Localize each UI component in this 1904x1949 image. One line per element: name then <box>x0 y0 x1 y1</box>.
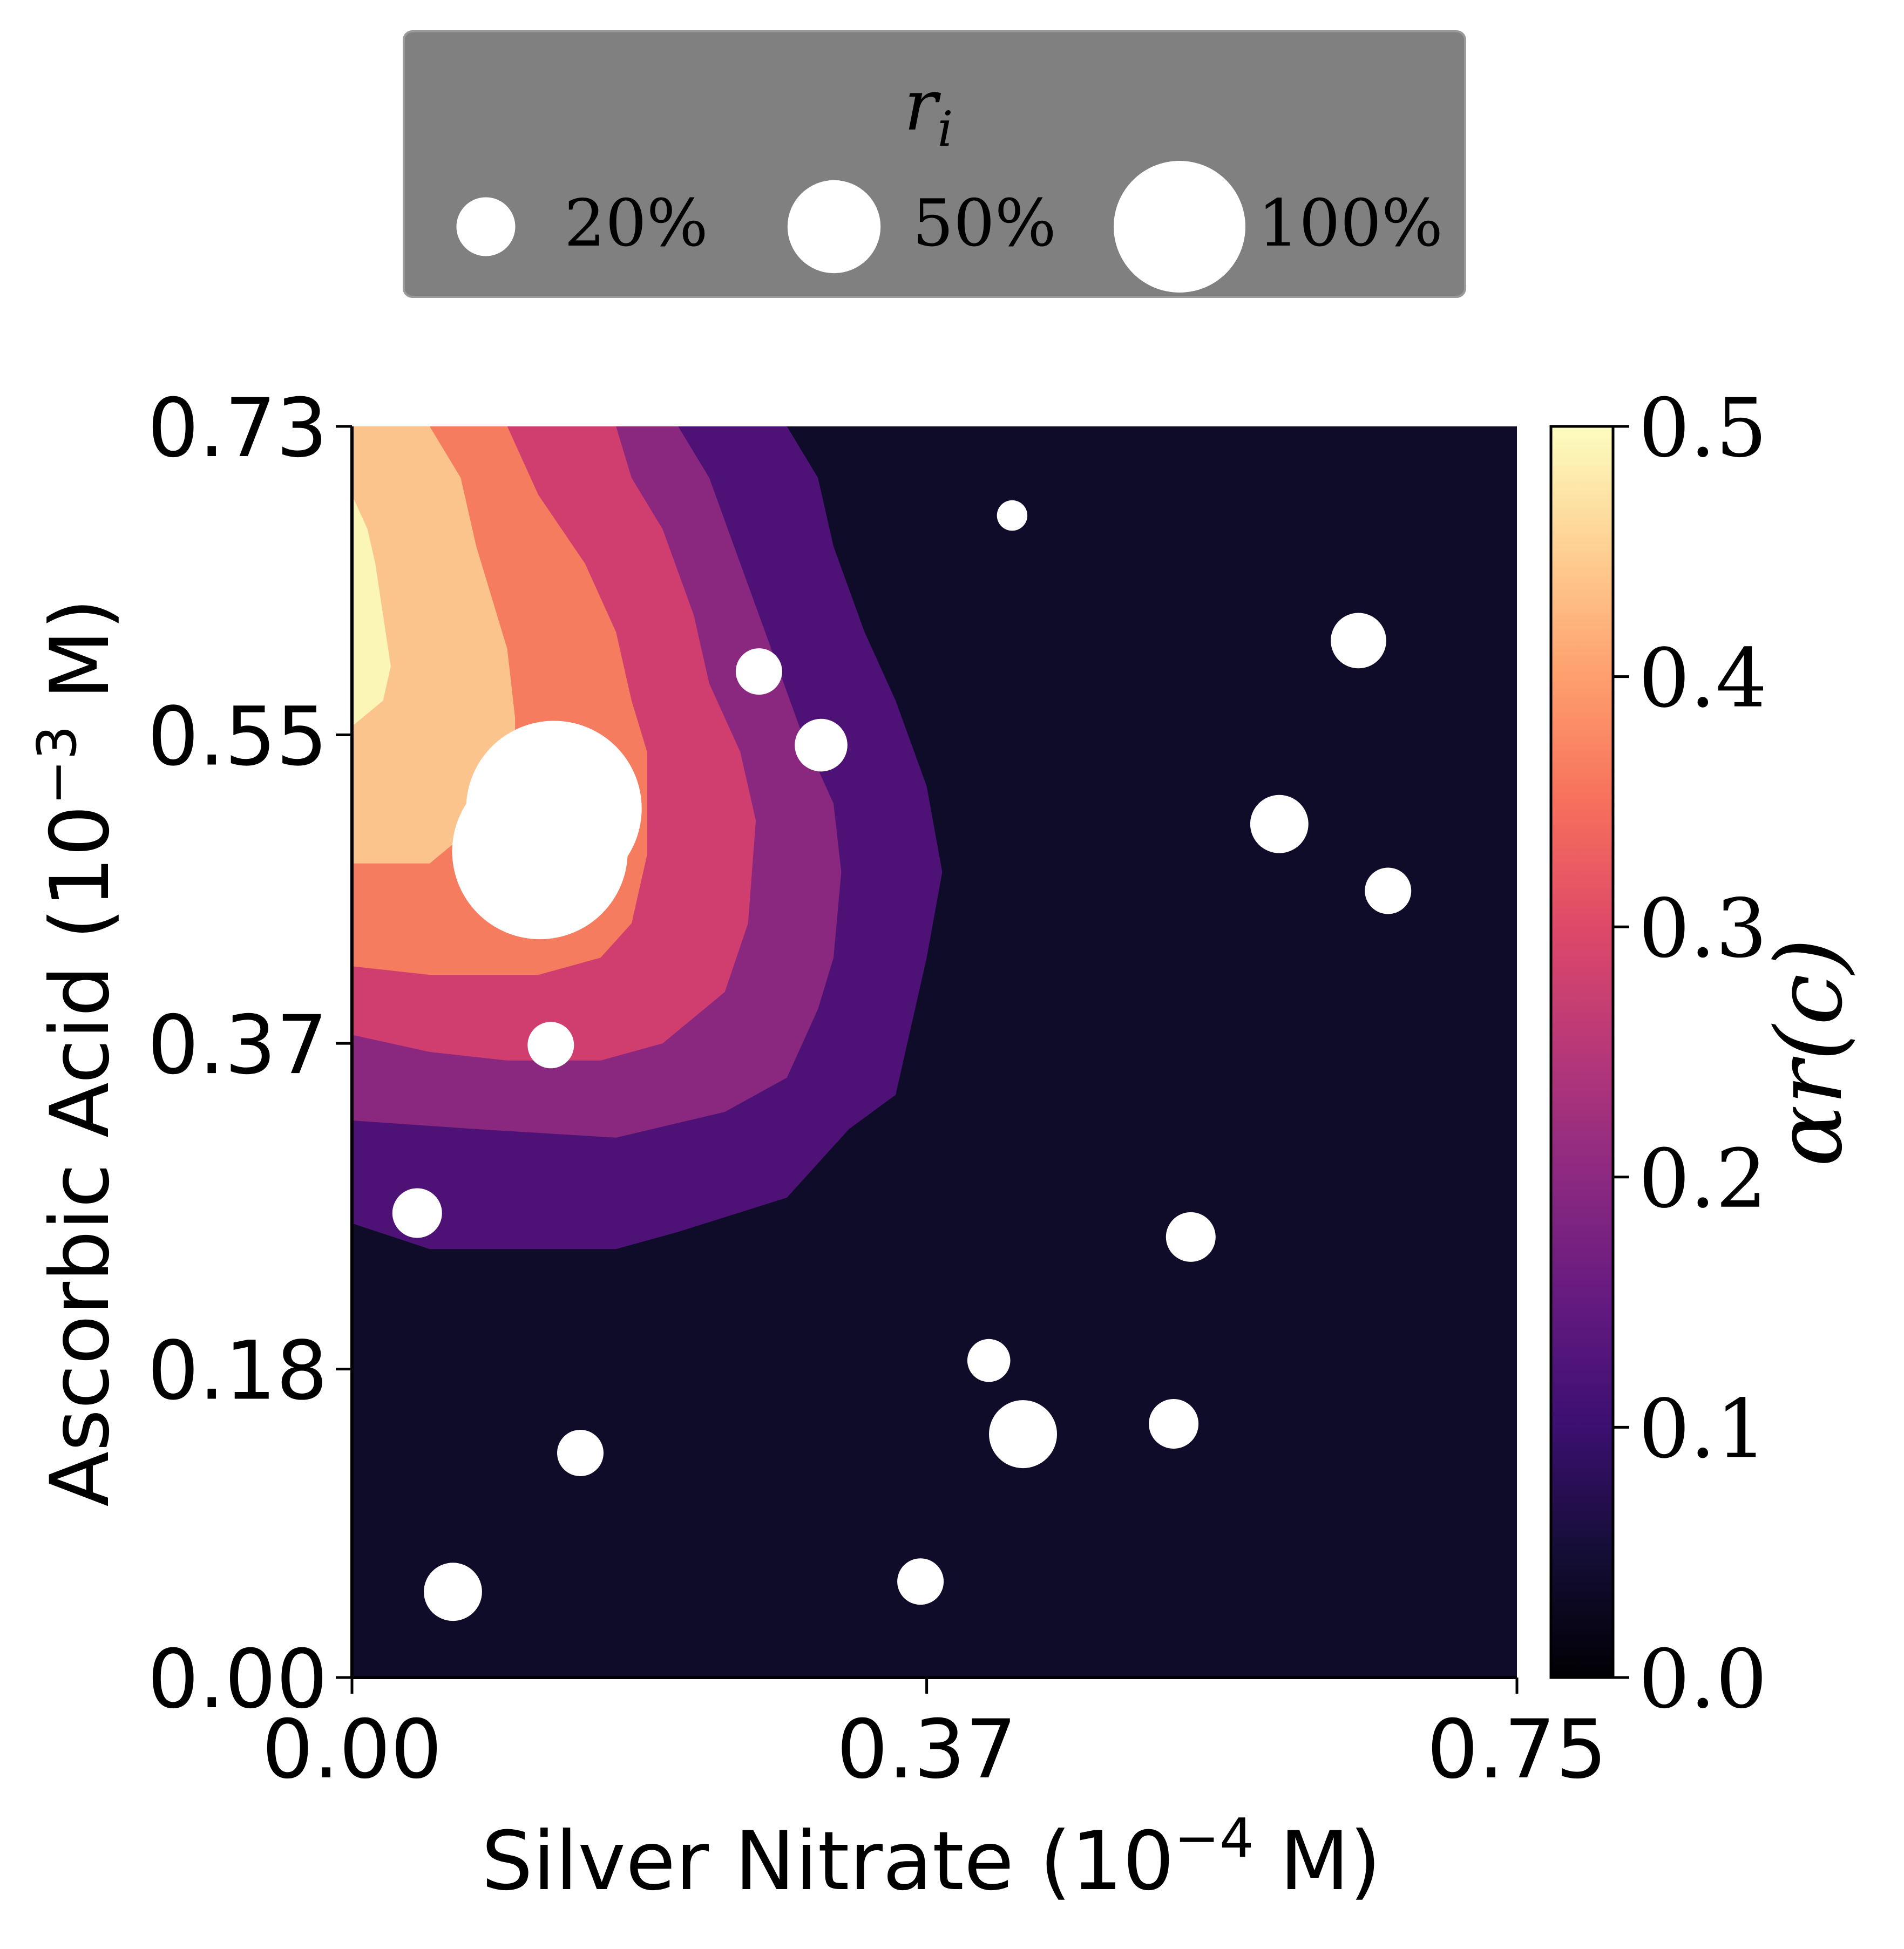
y-axis-label: Ascorbic Acid (10−3 M) <box>25 598 127 1506</box>
scatter-point <box>997 500 1028 531</box>
scatter-point <box>1149 1399 1199 1449</box>
scatter-point <box>1331 613 1386 669</box>
y-tick-label: 0.55 <box>147 690 328 784</box>
scatter-point <box>967 1339 1011 1382</box>
x-tick-label: 0.75 <box>1427 1703 1607 1797</box>
colorbar-gradient <box>1549 425 1615 1679</box>
scatter-point <box>424 1563 482 1621</box>
colorbar: 0.0 0.1 0.2 0.3 0.4 0.5 αr(c) <box>1549 382 1863 1727</box>
legend-label: 50% <box>912 186 1056 261</box>
colorbar-tick-label: 0.5 <box>1638 382 1767 476</box>
x-axis-ticks: 0.00 0.37 0.75 <box>262 1678 1607 1797</box>
scatter-point <box>989 1400 1057 1469</box>
x-tick-label: 0.37 <box>837 1703 1017 1797</box>
scatter-point <box>392 1188 442 1238</box>
legend-marker <box>456 197 516 256</box>
scatter-point <box>735 648 782 695</box>
y-tick-label: 0.18 <box>147 1324 328 1418</box>
legend: ri 20% 50% 100% <box>403 30 1466 298</box>
scatter-layer <box>392 500 1412 1621</box>
colorbar-tick-label: 0.4 <box>1638 632 1767 726</box>
y-tick-label: 0.00 <box>147 1633 328 1727</box>
x-axis-label: Silver Nitrate (10−4 M) <box>482 1807 1381 1909</box>
x-tick-label: 0.00 <box>262 1703 442 1797</box>
colorbar-tick-label: 0.2 <box>1638 1132 1767 1226</box>
scatter-point <box>1250 794 1309 853</box>
contour-band-6 <box>352 495 391 726</box>
y-tick-label: 0.73 <box>147 382 328 476</box>
colorbar-tick-label: 0.1 <box>1638 1382 1767 1476</box>
scatter-point <box>897 1558 944 1605</box>
scatter-point <box>452 763 628 940</box>
y-tick-label: 0.37 <box>147 999 328 1092</box>
legend-entries: 20% 50% 100% <box>456 161 1443 293</box>
plot-area <box>350 426 1517 1679</box>
contour-band-5 <box>352 426 516 864</box>
scatter-point <box>795 718 848 772</box>
legend-marker <box>1114 161 1245 293</box>
colorbar-tick-label: 0.3 <box>1638 882 1767 976</box>
legend-label: 20% <box>564 186 708 261</box>
legend-title: ri <box>904 64 953 158</box>
y-axis-ticks: 0.00 0.18 0.37 0.55 0.73 <box>147 382 352 1727</box>
scatter-point <box>527 1022 574 1069</box>
scatter-point <box>1166 1212 1216 1262</box>
scatter-point <box>557 1430 604 1476</box>
colorbar-tick-label: 0.0 <box>1638 1633 1767 1727</box>
legend-marker <box>787 180 881 274</box>
scatter-point <box>1365 867 1412 914</box>
colorbar-ticks: 0.0 0.1 0.2 0.3 0.4 0.5 <box>1613 382 1767 1727</box>
colorbar-label: αr(c) <box>1756 938 1863 1167</box>
legend-label: 100% <box>1258 186 1443 261</box>
